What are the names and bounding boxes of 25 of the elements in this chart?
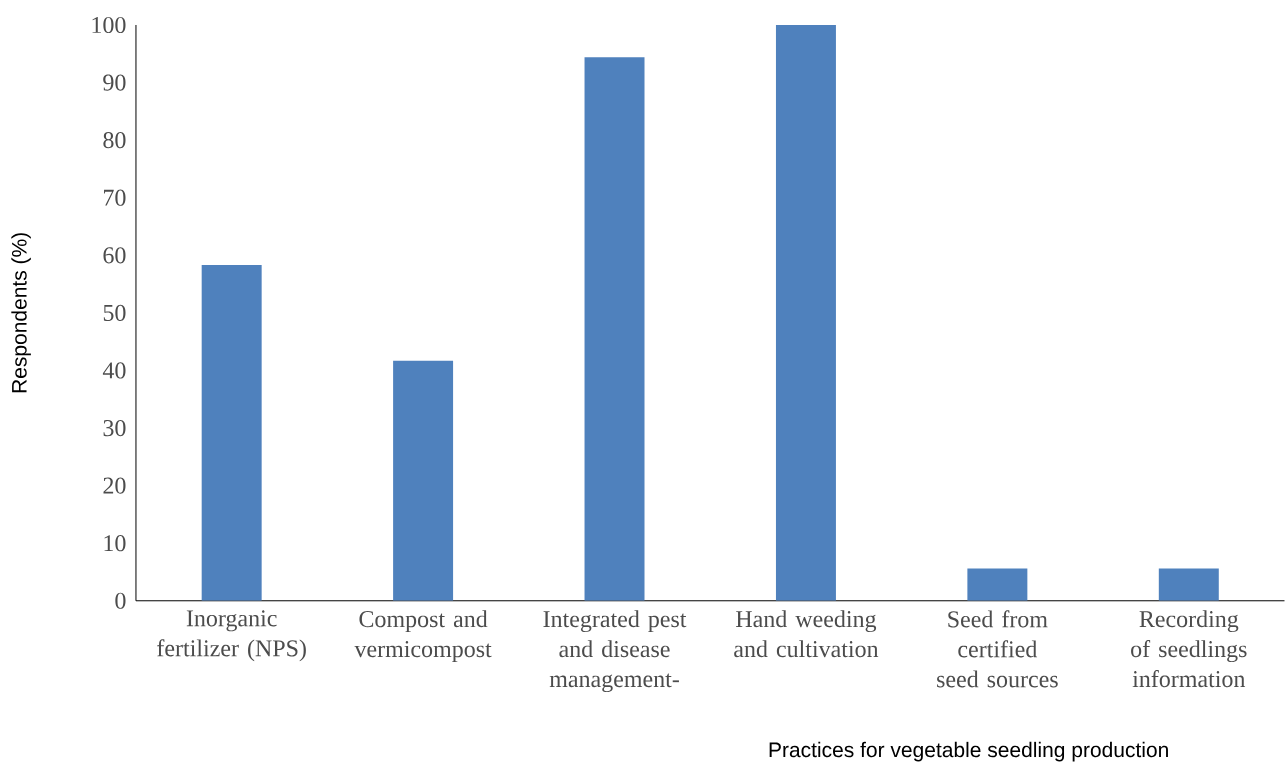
x-tick-label: Inorganic fertilizer (NPS) [157, 610, 306, 662]
y-tick-label: 70 [104, 189, 126, 206]
bar [967, 568, 1028, 601]
y-tick-label: 50 [103, 304, 126, 322]
bar [393, 360, 454, 601]
y-tick-label: 10 [104, 535, 126, 552]
y-tick-label: 30 [103, 420, 126, 437]
y-axis-title: Respondents (%) [11, 233, 31, 393]
y-tick-label: 80 [103, 132, 126, 149]
x-tick-label: Hand weeding and cultivation [734, 610, 879, 658]
y-tick-label: 40 [102, 362, 126, 379]
y-tick-label: 100 [92, 17, 126, 34]
bar [1158, 568, 1219, 601]
y-tick-label: 60 [103, 247, 126, 264]
bar [775, 25, 836, 601]
x-tick-label: Recording of seedlings information [1131, 610, 1247, 688]
y-tick-label: 90 [103, 74, 126, 91]
x-tick-label: Integrated pest and disease management- [543, 610, 687, 693]
y-tick-label: 20 [103, 477, 126, 494]
x-tick-label: Seed from certified seed sources [937, 610, 1058, 688]
bar [201, 265, 262, 601]
x-axis-title: Practices for vegetable seedling production [769, 741, 1168, 762]
x-tick-label: Compost and vermicompost [354, 610, 492, 663]
bar [584, 57, 645, 601]
y-tick-label: 0 [115, 592, 126, 609]
